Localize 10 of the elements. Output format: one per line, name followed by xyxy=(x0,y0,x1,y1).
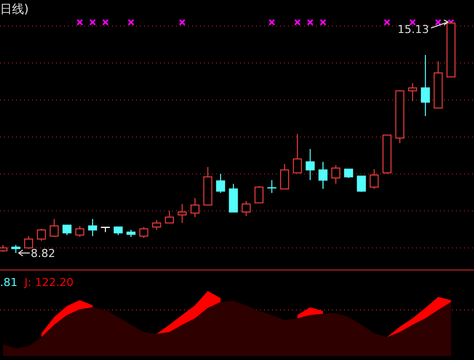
candlestick xyxy=(306,148,315,181)
candlestick xyxy=(408,82,418,102)
candlestick xyxy=(420,54,430,117)
candlestick xyxy=(318,161,328,190)
labels: .81 J: 122.20 xyxy=(0,276,74,289)
candlestick xyxy=(266,180,277,194)
annotation: 8.82 xyxy=(30,247,56,260)
chart-title: 日线) xyxy=(0,2,29,16)
candlestick xyxy=(178,203,187,224)
annotation: 15.13 xyxy=(398,23,429,36)
